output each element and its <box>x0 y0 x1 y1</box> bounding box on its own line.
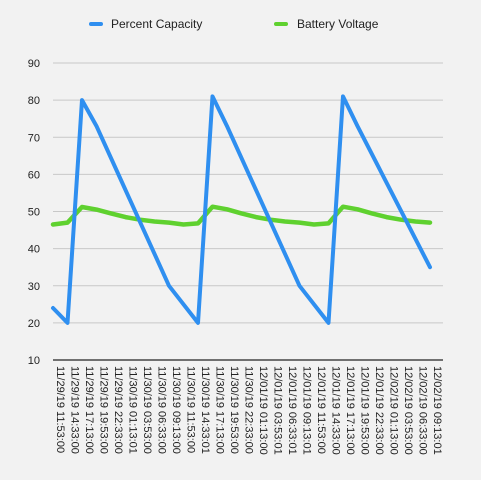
x-tick-label: 11/30/19 09:13:00 <box>170 366 182 454</box>
y-tick-label: 40 <box>28 244 40 256</box>
series-line-battery-voltage <box>50 204 433 227</box>
legend: Percent Capacity Battery Voltage <box>89 17 379 31</box>
x-tick-label: 12/02/19 03:53:00 <box>402 366 414 455</box>
x-tick-label: 11/30/19 19:53:00 <box>228 366 240 454</box>
x-tick-label: 11/29/19 22:33:00 <box>112 366 124 454</box>
y-tick-label: 50 <box>28 207 40 219</box>
x-tick-label: 11/30/19 17:13:00 <box>214 366 226 454</box>
y-tick-label: 90 <box>28 58 40 70</box>
grid-lines <box>53 62 443 361</box>
x-tick-label: 12/02/19 06:33:00 <box>417 366 429 455</box>
x-tick-label: 11/30/19 03:53:00 <box>141 366 153 454</box>
y-tick-label: 20 <box>28 318 40 330</box>
series-lines <box>50 94 433 325</box>
x-tick-label: 12/01/19 17:13:00 <box>344 366 356 455</box>
legend-label-battery-voltage: Battery Voltage <box>297 17 379 31</box>
x-tick-label: 11/29/19 19:53:00 <box>98 366 110 454</box>
x-tick-label: 12/01/19 11:53:00 <box>315 366 327 454</box>
y-tick-label: 10 <box>28 355 40 367</box>
x-tick-label: 11/30/19 06:33:00 <box>156 366 168 454</box>
x-tick-label: 11/30/19 22:33:00 <box>243 366 255 454</box>
x-tick-label: 12/01/19 01:13:00 <box>257 366 269 455</box>
y-tick-label: 70 <box>28 132 40 144</box>
x-tick-label: 12/02/19 09:13:01 <box>431 366 443 455</box>
x-axis-ticks: 11/29/19 11:53:00 11/29/19 14:33:00 11/29/… <box>54 366 443 455</box>
y-axis-ticks: 10 20 30 40 50 60 70 80 90 <box>28 58 40 367</box>
x-tick-label: 12/01/19 09:13:01 <box>301 366 313 455</box>
y-tick-label: 30 <box>28 281 40 293</box>
x-tick-label: 11/29/19 11:53:00 <box>54 366 66 453</box>
series-line-percent-capacity <box>51 94 432 325</box>
legend-label-percent-capacity: Percent Capacity <box>111 17 202 31</box>
x-tick-label: 11/29/19 14:33:00 <box>69 366 81 454</box>
x-tick-label: 11/29/19 17:13:00 <box>83 366 95 454</box>
y-tick-label: 80 <box>28 95 40 107</box>
x-tick-label: 12/01/19 19:53:00 <box>359 366 371 455</box>
x-tick-label: 11/30/19 11:53:00 <box>185 366 197 453</box>
y-tick-label: 60 <box>28 169 40 181</box>
x-tick-label: 12/02/19 01:13:00 <box>388 366 400 455</box>
x-tick-label: 11/30/19 14:33:01 <box>199 366 211 454</box>
x-tick-label: 12/01/19 03:53:01 <box>272 366 284 455</box>
x-tick-label: 12/01/19 14:33:00 <box>330 366 342 455</box>
x-tick-label: 12/01/19 06:33:01 <box>286 366 298 455</box>
x-tick-label: 12/01/19 22:33:00 <box>373 366 385 455</box>
x-tick-label: 11/30/19 01:13:01 <box>127 366 139 454</box>
